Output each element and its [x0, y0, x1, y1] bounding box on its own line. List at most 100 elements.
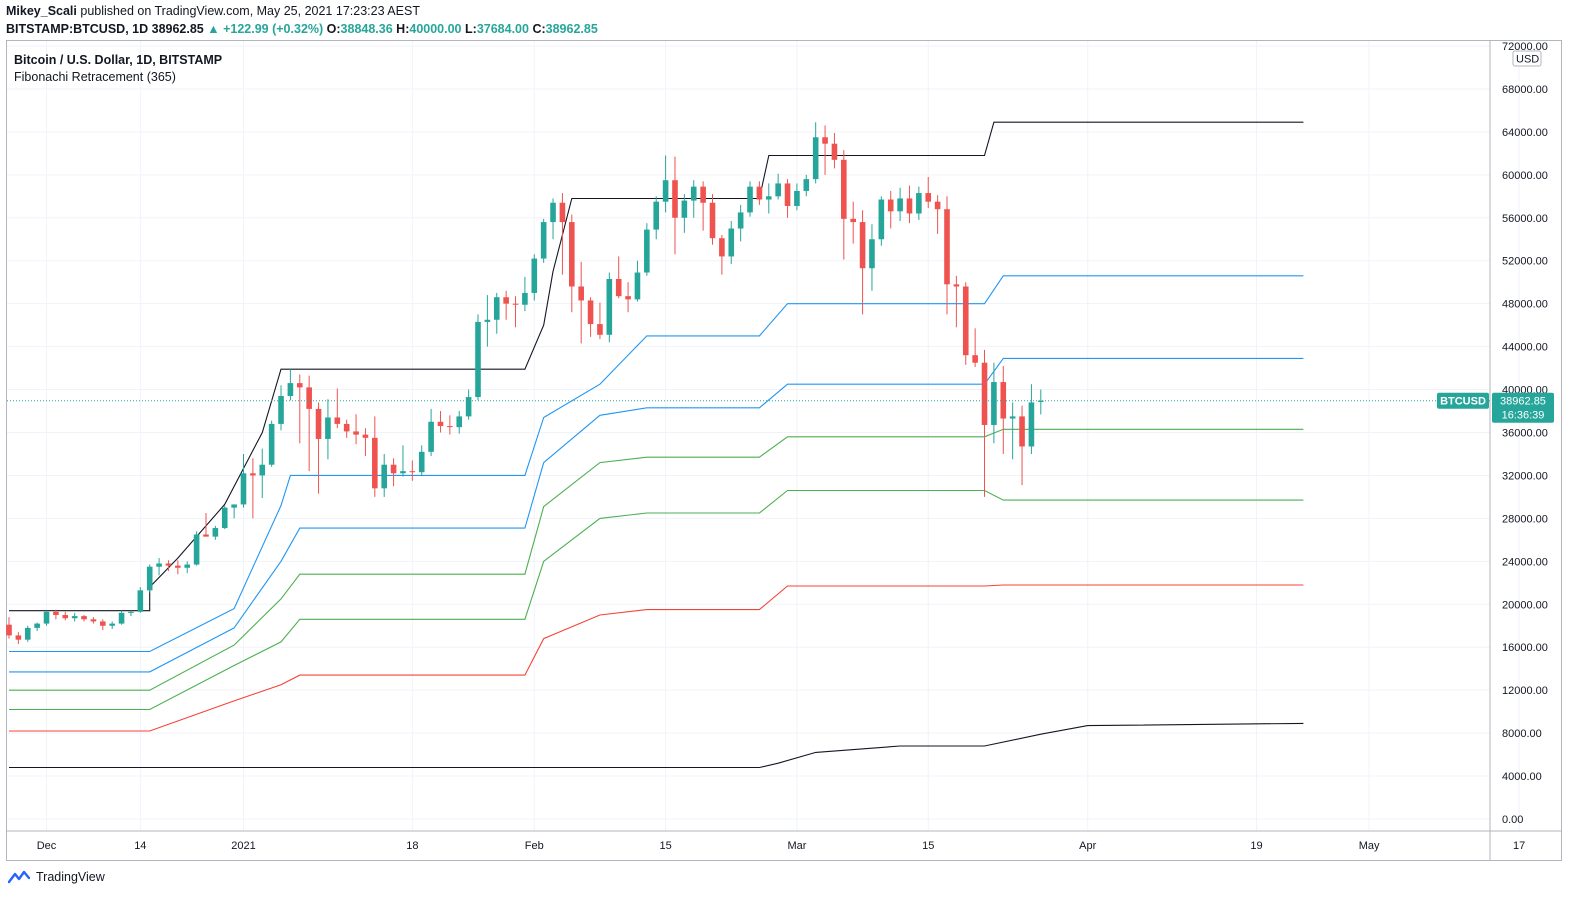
- candle: [728, 220, 735, 264]
- symbol-badge-label: BTCUSD: [1440, 396, 1486, 408]
- candle: [700, 181, 706, 231]
- candle: [587, 297, 594, 337]
- candle: [362, 428, 369, 457]
- chart-legend-title: Bitcoin / U.S. Dollar, 1D, BITSTAMP: [14, 53, 223, 67]
- candle: [475, 314, 481, 401]
- price-badge: [1492, 392, 1554, 423]
- candle-body: [15, 635, 22, 640]
- candle: [569, 214, 575, 313]
- candle: [719, 234, 725, 275]
- price-tick-label: 48000.00: [1502, 299, 1548, 311]
- candle-body: [859, 222, 866, 269]
- candle: [372, 416, 378, 497]
- candle: [841, 150, 847, 260]
- candle: [634, 260, 641, 302]
- price-tick-label: 24000.00: [1502, 556, 1548, 568]
- footer-brand[interactable]: TradingView: [8, 870, 105, 884]
- candle: [615, 256, 622, 299]
- candle-body: [325, 417, 331, 439]
- candle: [287, 369, 294, 401]
- fib-level-line-5: [9, 584, 1304, 732]
- candle: [221, 505, 228, 530]
- candle-body: [728, 228, 735, 257]
- candle: [109, 621, 115, 629]
- candle-body: [897, 198, 903, 212]
- candle-body: [512, 303, 519, 305]
- price-tick-label: 56000.00: [1502, 213, 1548, 225]
- candle: [268, 420, 275, 467]
- candle: [484, 295, 491, 347]
- candle: [146, 564, 153, 593]
- candle: [644, 223, 650, 276]
- open-value: 38848.36: [340, 22, 393, 36]
- candle-body: [53, 611, 59, 616]
- candle: [353, 414, 359, 445]
- candle-body: [362, 434, 369, 438]
- candle-body: [878, 199, 885, 240]
- candle-body: [831, 143, 838, 160]
- candle-body: [690, 186, 697, 201]
- candle: [897, 187, 903, 221]
- candle: [493, 292, 500, 334]
- candle-body: [175, 565, 181, 568]
- candle-body: [400, 471, 406, 474]
- candle-body: [765, 196, 772, 200]
- candle: [43, 610, 50, 626]
- price-tick-label: 36000.00: [1502, 428, 1548, 440]
- candle: [822, 125, 828, 175]
- time-tick-label: Feb: [525, 840, 544, 852]
- time-tick-label: 2021: [231, 840, 255, 852]
- candle-body: [221, 507, 228, 529]
- candle-body: [456, 416, 463, 428]
- candle: [306, 375, 312, 472]
- candle: [193, 531, 200, 566]
- published-info: published on TradingView.com, May 25, 20…: [80, 4, 420, 18]
- currency-label: USD: [1516, 54, 1539, 66]
- author-name[interactable]: Mikey_Scali: [6, 4, 77, 18]
- candle-body: [81, 616, 87, 620]
- symbol-label: BITSTAMP:BTCUSD, 1D: [6, 22, 149, 36]
- candle: [522, 276, 528, 312]
- candle-body: [156, 563, 162, 567]
- time-tick-label: Mar: [787, 840, 806, 852]
- candle: [165, 560, 172, 571]
- candle-body: [372, 437, 378, 489]
- price-tick-label: 12000.00: [1502, 685, 1548, 697]
- candle-body: [559, 202, 566, 223]
- candle-body: [465, 397, 472, 417]
- publish-header: Mikey_Scali published on TradingView.com…: [6, 4, 420, 18]
- chart-frame[interactable]: [6, 40, 1562, 861]
- candle-body: [578, 286, 584, 301]
- candle-body: [597, 324, 603, 335]
- candle: [1028, 384, 1035, 454]
- candle-body: [296, 383, 303, 388]
- candle: [512, 296, 519, 328]
- candle-body: [906, 198, 913, 214]
- time-tick-label: Dec: [37, 840, 57, 852]
- candle: [803, 174, 810, 197]
- high-value: 40000.00: [409, 22, 462, 36]
- candle: [100, 619, 106, 631]
- candle-body: [719, 238, 725, 257]
- grid-lines: [7, 41, 1520, 831]
- high-label: H:: [396, 22, 410, 36]
- candle: [203, 513, 209, 537]
- price-tick-label: 44000.00: [1502, 342, 1548, 354]
- candle: [812, 122, 819, 184]
- candle-body: [128, 611, 134, 613]
- candle-body: [193, 534, 200, 565]
- candle: [90, 617, 97, 624]
- candle-body: [756, 186, 763, 200]
- candle-body: [812, 137, 819, 180]
- candle: [71, 612, 78, 622]
- candle: [231, 504, 237, 519]
- time-tick-label: 15: [922, 840, 934, 852]
- candle: [859, 210, 866, 315]
- indicator-legend[interactable]: Fibonachi Retracement (365): [14, 70, 176, 84]
- candle-body: [916, 193, 922, 214]
- candle-body: [34, 623, 40, 628]
- candle: [606, 272, 613, 343]
- candle-body: [437, 421, 444, 427]
- fib-level-line-6: [9, 722, 1304, 769]
